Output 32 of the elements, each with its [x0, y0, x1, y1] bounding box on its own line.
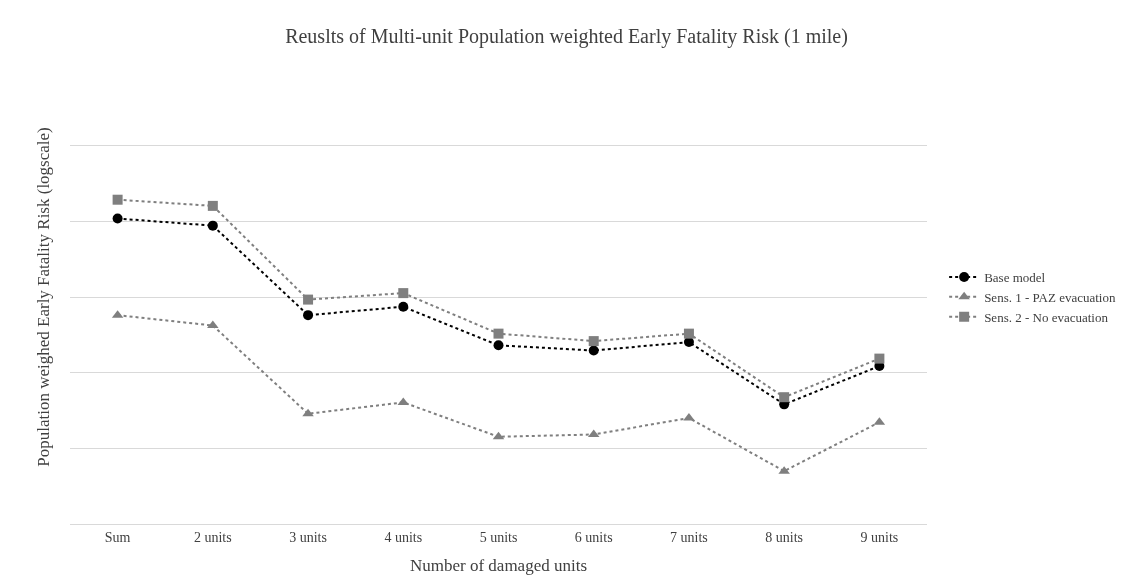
chart-title: Reuslts of Multi-unit Population weighted Early Fatality Risk (1 mile) — [285, 25, 848, 49]
point — [493, 340, 504, 351]
point — [112, 194, 123, 205]
point — [683, 328, 694, 339]
point — [303, 310, 314, 321]
x-tick-label: 7 units — [670, 529, 708, 545]
point — [302, 408, 314, 417]
point — [207, 320, 219, 329]
point — [112, 213, 123, 224]
point — [207, 200, 218, 211]
x-axis-title: Number of damaged units — [409, 556, 588, 576]
x-tick-label: 2 units — [193, 529, 232, 545]
x-tick-label: 4 units — [384, 529, 423, 545]
point — [303, 294, 314, 305]
point — [874, 353, 885, 364]
x-tick-label: 8 units — [765, 529, 804, 545]
point — [398, 301, 409, 312]
legend-label: Sens. 2 - No evacuation — [984, 309, 1109, 325]
point — [779, 392, 790, 403]
y-axis-title: Population weighed Early Fatality Risk (logscale) — [33, 127, 53, 467]
point — [588, 345, 599, 356]
x-tick-label: 3 units — [289, 529, 327, 545]
legend-label: Base model — [984, 270, 1046, 286]
point — [588, 336, 599, 347]
point — [493, 328, 504, 339]
legend-label: Sens. 1 - PAZ evacuation — [984, 289, 1116, 305]
x-tick-label: 6 units — [574, 529, 613, 545]
x-tick-label: 5 units — [479, 529, 518, 545]
point — [207, 220, 218, 231]
x-tick-label: Sum — [104, 529, 131, 545]
point — [398, 288, 409, 299]
x-tick-label: 9 units — [860, 529, 899, 545]
